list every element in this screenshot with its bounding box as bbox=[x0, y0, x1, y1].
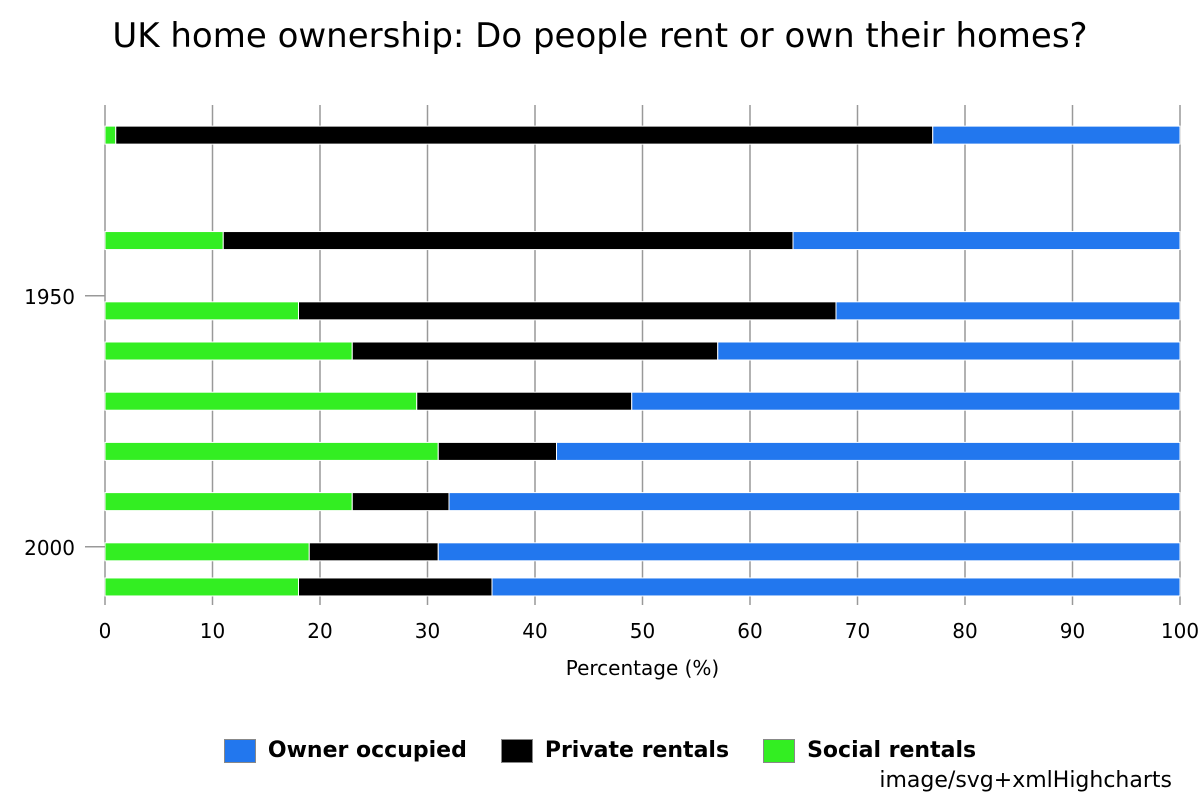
bar-owner-occupied-1918[interactable] bbox=[932, 125, 1181, 145]
y-tick-label-2000: 2000 bbox=[24, 536, 75, 560]
bar-private-rentals-1939[interactable] bbox=[222, 231, 794, 251]
bar-owner-occupied-1961[interactable] bbox=[717, 341, 1181, 361]
bar-private-rentals-2001[interactable] bbox=[308, 542, 439, 562]
x-tick-label-70: 70 bbox=[845, 619, 870, 643]
x-tick-label-90: 90 bbox=[1060, 619, 1085, 643]
bar-owner-occupied-1981[interactable] bbox=[556, 441, 1181, 461]
x-tick-label-0: 0 bbox=[99, 619, 112, 643]
bar-owner-occupied-2008[interactable] bbox=[491, 577, 1181, 597]
legend-label-owner-occupied: Owner occupied bbox=[267, 738, 467, 763]
x-tick-label-30: 30 bbox=[415, 619, 440, 643]
x-tick-label-100: 100 bbox=[1161, 619, 1199, 643]
legend-label-private-rentals: Private rentals bbox=[544, 738, 730, 763]
x-tick-label-40: 40 bbox=[522, 619, 547, 643]
bar-private-rentals-1961[interactable] bbox=[351, 341, 719, 361]
bar-private-rentals-2008[interactable] bbox=[298, 577, 493, 597]
bar-owner-occupied-2001[interactable] bbox=[437, 542, 1181, 562]
bar-owner-occupied-1939[interactable] bbox=[792, 231, 1181, 251]
x-tick-label-60: 60 bbox=[737, 619, 762, 643]
x-tick-label-20: 20 bbox=[307, 619, 332, 643]
x-tick-label-50: 50 bbox=[630, 619, 655, 643]
bar-social-rentals-1918[interactable] bbox=[104, 125, 117, 145]
legend-swatch-private-rentals bbox=[500, 738, 533, 763]
bar-owner-occupied-1953[interactable] bbox=[835, 301, 1181, 321]
bar-owner-occupied-1991[interactable] bbox=[448, 492, 1181, 512]
y-tick-label-1950: 1950 bbox=[24, 285, 75, 309]
legend: Owner occupied Private rentals Social re… bbox=[0, 738, 1200, 763]
x-axis-title: Percentage (%) bbox=[566, 656, 719, 680]
legend-swatch-social-rentals bbox=[763, 738, 796, 763]
bar-private-rentals-1971[interactable] bbox=[416, 391, 633, 411]
bar-owner-occupied-1971[interactable] bbox=[631, 391, 1181, 411]
bar-social-rentals-2001[interactable] bbox=[104, 542, 310, 562]
bar-social-rentals-1939[interactable] bbox=[104, 231, 224, 251]
bar-private-rentals-1981[interactable] bbox=[437, 441, 557, 461]
bar-social-rentals-1981[interactable] bbox=[104, 441, 439, 461]
legend-item-social-rentals[interactable]: Social rentals bbox=[763, 738, 976, 763]
bar-social-rentals-1971[interactable] bbox=[104, 391, 418, 411]
bar-social-rentals-2008[interactable] bbox=[104, 577, 299, 597]
chart-title: UK home ownership: Do people rent or own… bbox=[112, 16, 1088, 56]
x-tick-label-10: 10 bbox=[200, 619, 225, 643]
bar-social-rentals-1961[interactable] bbox=[104, 341, 353, 361]
legend-swatch-owner-occupied bbox=[223, 738, 256, 763]
x-tick-label-80: 80 bbox=[952, 619, 977, 643]
bar-private-rentals-1918[interactable] bbox=[115, 125, 934, 145]
bar-private-rentals-1991[interactable] bbox=[351, 492, 450, 512]
legend-item-owner-occupied[interactable]: Owner occupied bbox=[223, 738, 467, 763]
bar-private-rentals-1953[interactable] bbox=[298, 301, 837, 321]
legend-item-private-rentals[interactable]: Private rentals bbox=[500, 738, 730, 763]
bar-social-rentals-1953[interactable] bbox=[104, 301, 299, 321]
legend-label-social-rentals: Social rentals bbox=[807, 738, 977, 763]
bar-social-rentals-1991[interactable] bbox=[104, 492, 353, 512]
credits-text[interactable]: image/svg+xmlHighcharts bbox=[879, 768, 1172, 793]
